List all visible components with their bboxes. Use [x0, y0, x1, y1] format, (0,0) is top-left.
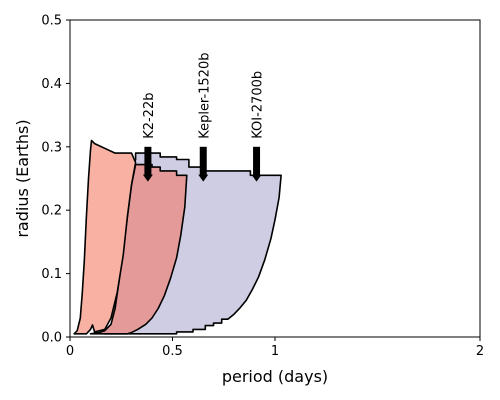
- y-axis-ticks: 0.0 0.1 0.2 0.3 0.4 0.5: [41, 14, 70, 346]
- annotation-arrow-head-2: [251, 174, 262, 182]
- y-tick-label-1: 0.1: [41, 267, 62, 282]
- y-tick-label-2: 0.2: [41, 204, 62, 219]
- y-tick-label-0: 0.0: [41, 331, 62, 346]
- x-tick-label-3: 2: [476, 344, 484, 359]
- x-tick-label-2: 1: [271, 344, 279, 359]
- x-axis-ticks: 0 0.5 1 2: [66, 337, 484, 359]
- annotation-label-0: K2-22b: [142, 93, 157, 139]
- y-tick-label-4: 0.4: [41, 77, 62, 92]
- y-tick-label-5: 0.5: [41, 14, 62, 29]
- annotation-arrow-shaft-1: [199, 146, 207, 176]
- y-tick-label-3: 0.3: [41, 140, 62, 155]
- y-axis-label: radius (Earths): [13, 119, 32, 237]
- annotation-arrow-head-1: [198, 174, 209, 182]
- x-axis-label: period (days): [222, 367, 328, 386]
- planet-annotations: K2-22b Kepler-1520b KOI-2700b: [142, 53, 266, 182]
- region-2: [73, 139, 137, 335]
- annotation-label-1: Kepler-1520b: [197, 53, 212, 139]
- annotation-label-2: KOI-2700b: [251, 71, 266, 139]
- x-tick-label-1: 0.5: [162, 344, 183, 359]
- x-tick-label-0: 0: [66, 344, 74, 359]
- annotation-arrow-head-0: [142, 174, 153, 182]
- confidence-regions: [73, 139, 282, 335]
- annotation-arrow-shaft-0: [144, 146, 152, 176]
- annotation-arrow-shaft-2: [253, 146, 261, 176]
